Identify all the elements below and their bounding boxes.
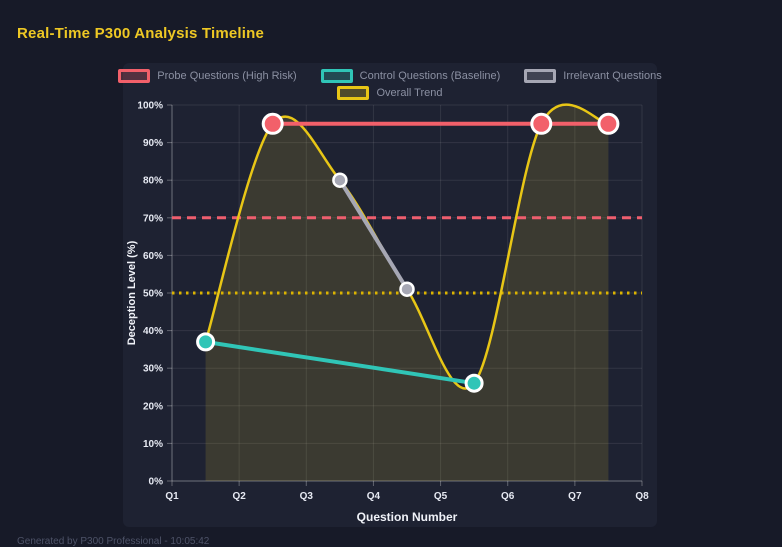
y-tick-label: 30%: [143, 364, 163, 375]
legend-label: Control Questions (Baseline): [359, 70, 501, 82]
y-tick-label: 70%: [143, 213, 163, 224]
legend-swatch-overall-trend: [337, 86, 370, 100]
p300-timeline-chart: 0% 10% 20% 30% 40% 50% 60% 70% 80% 90% 100% Q1 Q2 Q3 Q…: [126, 101, 649, 525]
x-tick-label: Q3: [300, 491, 314, 502]
x-tick-label: Q6: [501, 491, 515, 502]
legend-label: Irrelevant Questions: [563, 70, 662, 82]
legend-label: Probe Questions (High Risk): [157, 70, 297, 82]
legend-item-irrelevant-questions[interactable]: Irrelevant Questions: [524, 69, 662, 83]
x-tick-label: Q1: [165, 491, 179, 502]
x-tick-label: Q8: [635, 491, 649, 502]
chart-panel: Probe Questions (High Risk) Control Quest…: [118, 63, 662, 527]
chart-legend: Probe Questions (High Risk) Control Quest…: [118, 69, 662, 100]
series-line-control-questions-baseline: [203, 339, 477, 386]
legend-swatch-probe-questions-high-risk: [118, 69, 151, 83]
page-title: Real-Time P300 Analysis Timeline: [17, 25, 265, 42]
series-line-irrelevant-questions: [337, 178, 409, 292]
data-point-irrelevant-questions-1[interactable]: [399, 281, 415, 297]
x-tick-label: Q4: [367, 491, 381, 502]
legend-row-1: Probe Questions (High Risk) Control Quest…: [118, 69, 662, 83]
x-axis-title: Question Number: [357, 510, 458, 524]
x-tick-label: Q7: [568, 491, 582, 502]
legend-label: Overall Trend: [376, 87, 443, 99]
data-point-probe-questions-high-risk-0[interactable]: [261, 112, 284, 135]
data-point-control-questions-baseline-0[interactable]: [196, 332, 216, 352]
y-tick-label: 80%: [143, 176, 163, 187]
legend-swatch-irrelevant-questions: [524, 69, 557, 83]
y-tick-label: 100%: [137, 101, 163, 112]
y-axis-title: Deception Level (%): [126, 240, 138, 345]
data-point-irrelevant-questions-0[interactable]: [332, 172, 348, 188]
generated-footer: Generated by P300 Professional - 10:05:4…: [17, 536, 210, 547]
x-tick-label: Q5: [434, 491, 448, 502]
y-tick-label: 60%: [143, 251, 163, 262]
y-tick-label: 50%: [143, 289, 163, 300]
y-tick-label: 90%: [143, 138, 163, 149]
y-tick-label: 40%: [143, 326, 163, 337]
x-tick-label: Q2: [232, 491, 246, 502]
legend-item-probe-questions-high-risk[interactable]: Probe Questions (High Risk): [118, 69, 297, 83]
y-tick-label: 20%: [143, 401, 163, 412]
data-point-probe-questions-high-risk-1[interactable]: [530, 112, 553, 135]
data-point-control-questions-baseline-1[interactable]: [464, 373, 484, 393]
legend-item-overall-trend[interactable]: Overall Trend: [337, 86, 443, 100]
legend-item-control-questions-baseline[interactable]: Control Questions (Baseline): [320, 69, 501, 83]
legend-swatch-control-questions-baseline: [320, 69, 353, 83]
y-tick-label: 10%: [143, 439, 163, 450]
data-point-probe-questions-high-risk-2[interactable]: [597, 112, 620, 135]
legend-row-2: Overall Trend: [337, 86, 443, 100]
y-tick-label: 0%: [149, 477, 164, 488]
